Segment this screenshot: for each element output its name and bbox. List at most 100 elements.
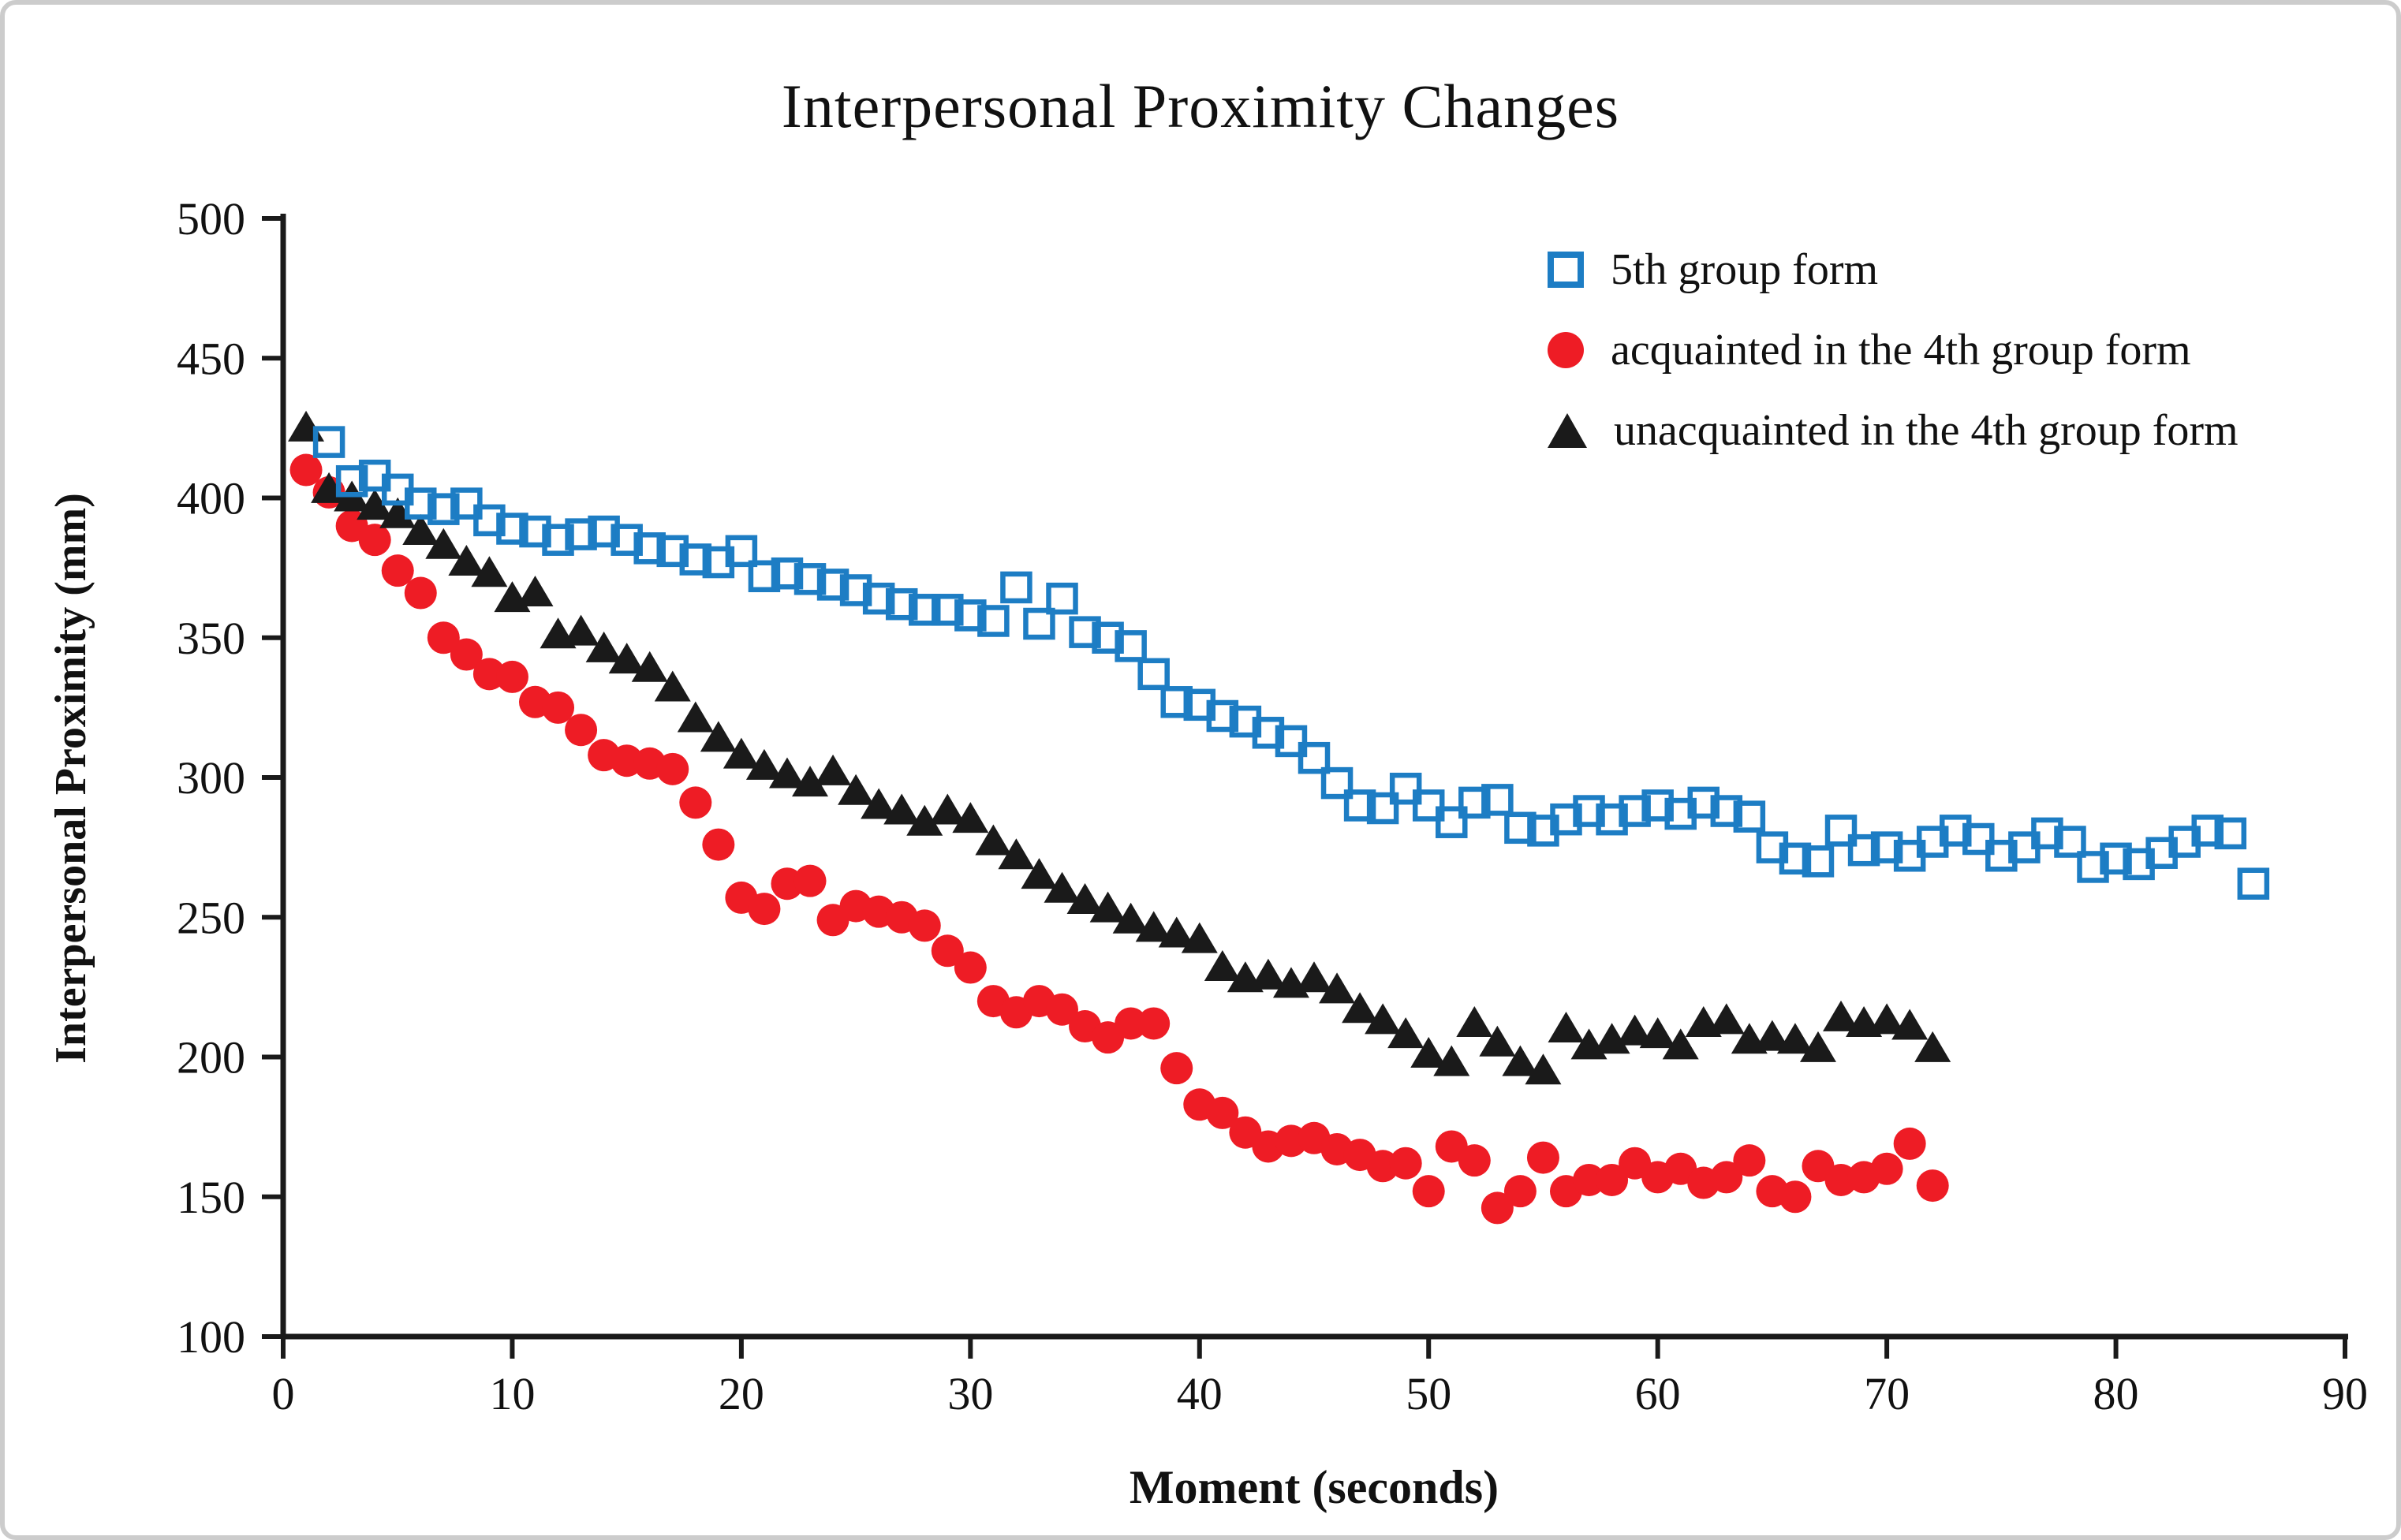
data-point (700, 721, 737, 752)
data-point (1458, 786, 1491, 819)
x-tick-label: 50 (1406, 1368, 1451, 1419)
y-tick-label: 250 (177, 892, 245, 943)
data-point (2077, 851, 2109, 883)
data-point (473, 504, 506, 537)
data-point (745, 748, 782, 780)
data-point (1710, 795, 1743, 827)
legend-item-unacquainted: unacquainted in the 4th group form (1548, 402, 2239, 459)
x-tick-label: 20 (719, 1368, 764, 1419)
data-point (1870, 1152, 1903, 1185)
data-point (1298, 741, 1331, 774)
data-point (585, 631, 622, 662)
y-tick-label: 150 (177, 1172, 245, 1223)
data-point (562, 614, 599, 646)
x-tick-label: 90 (2322, 1368, 2368, 1419)
data-point (1914, 1031, 1951, 1062)
data-point (906, 804, 943, 836)
data-point (1320, 766, 1354, 800)
data-point (1847, 833, 1880, 867)
y-tick-label: 300 (177, 752, 245, 804)
data-point (1389, 772, 1422, 805)
legend-label: acquainted in the 4th group form (1611, 326, 2191, 375)
data-point (357, 489, 394, 520)
data-point (816, 569, 849, 601)
data-point (1619, 795, 1651, 827)
legend-label: unacquainted in the 4th group form (1614, 406, 2239, 455)
data-point (768, 757, 805, 789)
data-point (908, 594, 941, 626)
data-point (448, 545, 485, 576)
data-point (656, 535, 689, 568)
x-tick-label: 80 (2093, 1368, 2139, 1419)
data-point (2237, 867, 2270, 900)
data-point (517, 576, 554, 607)
data-point (1662, 1028, 1699, 1060)
data-point (679, 786, 712, 819)
data-point (379, 497, 416, 528)
data-point (1160, 1052, 1193, 1085)
data-point (2100, 842, 2132, 875)
data-point (402, 514, 439, 546)
data-point (565, 518, 597, 550)
x-tick-label: 30 (947, 1368, 993, 1419)
data-point (932, 594, 964, 626)
data-point (519, 515, 551, 548)
data-point (427, 621, 460, 654)
y-tick-label: 500 (177, 193, 245, 244)
data-point (931, 934, 964, 968)
data-point (1526, 1141, 1559, 1174)
data-point (1548, 1012, 1585, 1043)
data-point (1410, 1036, 1447, 1068)
data-point (1135, 911, 1172, 942)
data-point (1206, 699, 1239, 733)
data-point (588, 515, 620, 548)
open-square-icon (1548, 252, 1584, 288)
data-point (885, 587, 918, 621)
data-point (1137, 1007, 1171, 1040)
data-point (1181, 922, 1218, 953)
chart-title: Interpersonal Proximity Changes (781, 72, 1620, 140)
data-point (1824, 815, 1858, 847)
data-point (702, 828, 735, 861)
data-point (1823, 1000, 1860, 1031)
data-point (1962, 822, 1995, 856)
data-point (1137, 658, 1170, 691)
data-point (793, 563, 827, 595)
x-tick-label: 0 (272, 1368, 295, 1419)
legend: 5th group form acquainted in the 4th gro… (1548, 241, 2239, 459)
data-point (450, 638, 483, 671)
data-point (1342, 992, 1379, 1024)
legend-item-acquainted: acquainted in the 4th group form (1548, 322, 2239, 378)
data-point (1687, 786, 1720, 819)
data-point (1891, 1009, 1929, 1040)
data-point (1021, 858, 1058, 889)
data-point (1066, 882, 1103, 914)
data-point (1776, 1023, 1813, 1054)
data-point (954, 599, 987, 632)
data-point (1779, 1180, 1812, 1214)
data-point (815, 754, 852, 785)
data-point (1502, 1045, 1539, 1076)
data-point (358, 524, 391, 557)
data-point (839, 574, 872, 606)
data-point (289, 453, 323, 487)
data-point (1366, 792, 1399, 825)
data-point (1023, 607, 1055, 640)
data-point (952, 802, 989, 833)
data-point (1870, 831, 1903, 863)
scatter-plot: 100 150 200 250 300 350 400 450 500 0 10 20 30 40 50 60… (177, 193, 2368, 1419)
data-point (542, 524, 574, 556)
y-tick-label: 450 (177, 333, 245, 384)
data-point (1733, 1144, 1766, 1177)
data-point (608, 643, 645, 674)
y-axis-title: Interpersonal Proximity (mm) (47, 493, 95, 1064)
series-acquainted-in-the-4th-group-form (289, 453, 1949, 1225)
data-point (1753, 1020, 1790, 1051)
data-point (1481, 1191, 1514, 1225)
data-point (1296, 961, 1332, 993)
data-point (1204, 950, 1241, 982)
data-point (1206, 1096, 1239, 1129)
data-point (838, 774, 875, 805)
data-point (725, 535, 758, 568)
